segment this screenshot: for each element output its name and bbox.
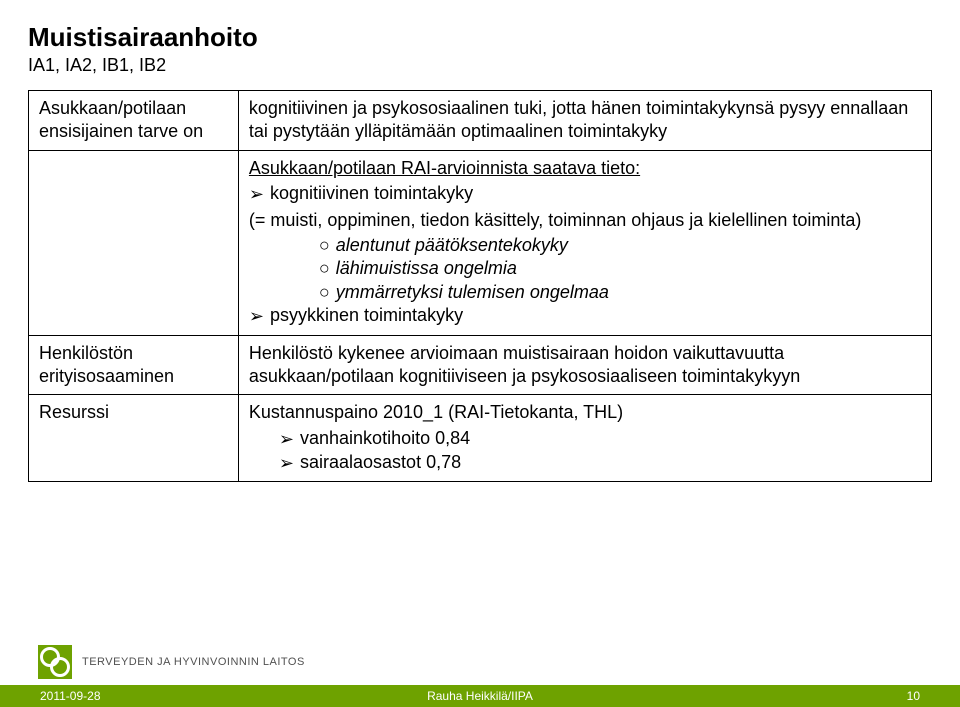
thl-logo: TERVEYDEN JA HYVINVOINNIN LAITOS <box>38 645 305 679</box>
footer-author: Rauha Heikkilä/IIPA <box>427 689 533 703</box>
text: kognitiivinen ja psykososiaalinen tuki, … <box>249 98 908 141</box>
table-row: Resurssi Kustannuspaino 2010_1 (RAI-Tiet… <box>29 395 932 482</box>
bullet-item: ➢ kognitiivinen toimintakyky <box>249 182 921 206</box>
table-row: Asukkaan/potilaan ensisijainen tarve on … <box>29 91 932 151</box>
sub-bullet: ○ alentunut päätöksentekokyky <box>319 234 921 257</box>
bullet-item: ➢ sairaalaosastot 0,78 <box>279 451 921 475</box>
cell-staff-label: Henkilöstön erityisosaaminen <box>29 335 239 395</box>
paren-text: (= muisti, oppiminen, tiedon käsittely, … <box>249 209 921 232</box>
cell-resource-value: Kustannuspaino 2010_1 (RAI-Tietokanta, T… <box>238 395 931 482</box>
text: kognitiivinen toimintakyky <box>270 182 473 205</box>
arrow-icon: ➢ <box>249 305 264 328</box>
bullet-item: ➢ vanhainkotihoito 0,84 <box>279 427 921 451</box>
text: Kustannuspaino 2010_1 (RAI-Tietokanta, T… <box>249 401 921 424</box>
footer-date: 2011-09-28 <box>0 689 101 703</box>
footer-page: 10 <box>907 689 960 703</box>
arrow-icon: ➢ <box>279 452 294 475</box>
cell-staff-value: Henkilöstö kykenee arvioimaan muistisair… <box>238 335 931 395</box>
text: Henkilöstö kykenee arvioimaan muistisair… <box>249 343 800 386</box>
bullet-item: ➢ psyykkinen toimintakyky <box>249 304 921 328</box>
thl-mark-icon <box>38 645 72 679</box>
cell-resource-label: Resurssi <box>29 395 239 482</box>
rai-heading: Asukkaan/potilaan RAI-arvioinnista saata… <box>249 157 921 180</box>
cell-need-label: Asukkaan/potilaan ensisijainen tarve on <box>29 91 239 151</box>
text: erityisosaaminen <box>39 365 228 388</box>
text: sairaalaosastot 0,78 <box>300 451 461 474</box>
text: Resurssi <box>39 402 109 422</box>
table-row: Asukkaan/potilaan RAI-arvioinnista saata… <box>29 150 932 335</box>
arrow-icon: ➢ <box>279 428 294 451</box>
content-table: Asukkaan/potilaan ensisijainen tarve on … <box>28 90 932 482</box>
arrow-icon: ➢ <box>249 183 264 206</box>
sub-bullet: ○ ymmärretyksi tulemisen ongelmaa <box>319 281 921 304</box>
slide: Muistisairaanhoito IA1, IA2, IB1, IB2 As… <box>0 0 960 707</box>
slide-title: Muistisairaanhoito <box>28 22 258 53</box>
text: alentunut päätöksentekokyky <box>336 234 568 257</box>
text: ymmärretyksi tulemisen ongelmaa <box>336 281 609 304</box>
cell-rai-label <box>29 150 239 335</box>
sub-bullet: ○ lähimuistissa ongelmia <box>319 257 921 280</box>
text: ensisijainen tarve on <box>39 120 228 143</box>
footer: 2011-09-28 Rauha Heikkilä/IIPA 10 <box>0 685 960 707</box>
thl-org-text: TERVEYDEN JA HYVINVOINNIN LAITOS <box>82 656 305 668</box>
slide-subtitle: IA1, IA2, IB1, IB2 <box>28 55 166 76</box>
circle-icon: ○ <box>319 281 330 304</box>
text: psyykkinen toimintakyky <box>270 304 463 327</box>
table-row: Henkilöstön erityisosaaminen Henkilöstö … <box>29 335 932 395</box>
cell-need-value: kognitiivinen ja psykososiaalinen tuki, … <box>238 91 931 151</box>
text: Henkilöstön <box>39 342 228 365</box>
text: lähimuistissa ongelmia <box>336 257 517 280</box>
circle-icon: ○ <box>319 234 330 257</box>
footer-bar: 2011-09-28 Rauha Heikkilä/IIPA 10 <box>0 685 960 707</box>
cell-rai-value: Asukkaan/potilaan RAI-arvioinnista saata… <box>238 150 931 335</box>
circle-icon: ○ <box>319 257 330 280</box>
text: Asukkaan/potilaan <box>39 97 228 120</box>
text: vanhainkotihoito 0,84 <box>300 427 470 450</box>
